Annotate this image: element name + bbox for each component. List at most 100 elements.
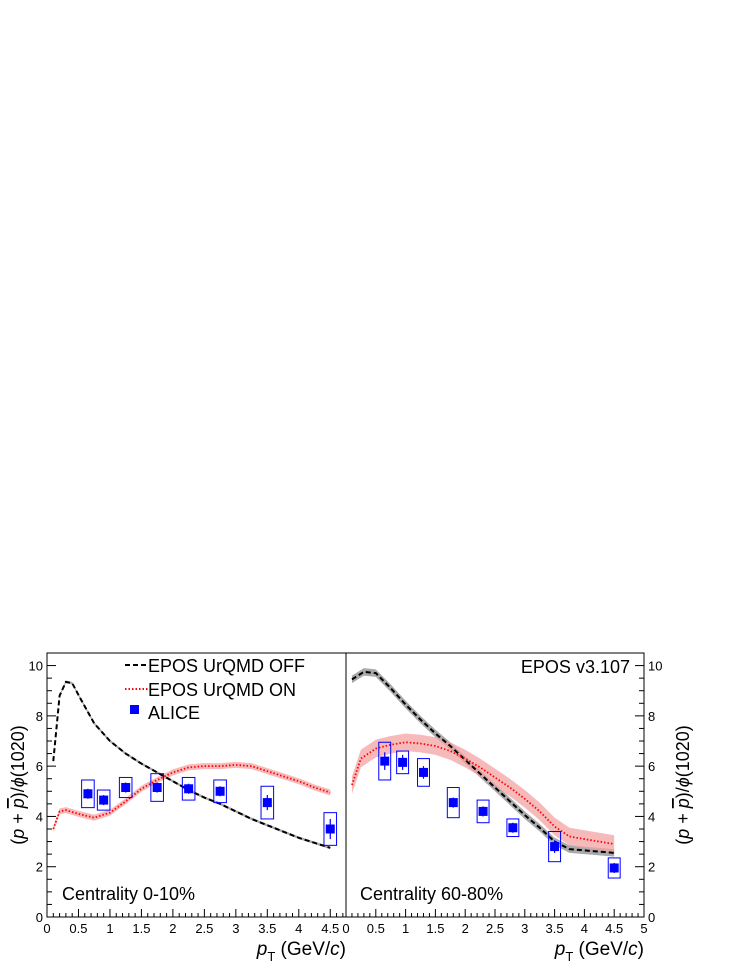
y-tick-label-left: 10 <box>29 659 43 674</box>
y-title-right-slash: )/ <box>673 787 693 798</box>
y-tick-label-left: 2 <box>36 860 43 875</box>
x-tick-label-left: 3.5 <box>258 921 276 936</box>
ticks-left: 0 0.5 1 1.5 2 2.5 3 3.5 4 4.5 0 2 4 6 8 10 <box>29 652 344 936</box>
x-tick-label-right: 4 <box>581 921 588 936</box>
y-tick-label-right: 6 <box>648 759 655 774</box>
x-title-left-close: ) <box>340 939 346 960</box>
alice-point <box>508 823 518 833</box>
y-tick-label-left: 0 <box>36 910 43 925</box>
alice-point <box>380 756 390 766</box>
alice-sys-box <box>81 779 95 809</box>
y-axis-title-left: (p + p)/ϕ(1020) <box>8 725 28 845</box>
alice-point <box>550 842 560 852</box>
alice-point <box>99 795 109 805</box>
alice-sys-box <box>417 758 430 787</box>
alice-sys-box <box>446 787 460 819</box>
x-tick-label-left: 2.5 <box>195 921 213 936</box>
alice-sys-box <box>396 750 410 775</box>
y-tick-label-right: 10 <box>648 659 662 674</box>
x-tick-label-right: 1 <box>402 921 409 936</box>
alice-point <box>448 798 458 808</box>
x-tick-label-left: 2 <box>169 921 176 936</box>
legend-label-on: EPOS UrQMD ON <box>148 680 296 700</box>
panel-label-right: Centrality 60-80% <box>360 884 503 904</box>
alice-point <box>609 863 619 873</box>
alice-point <box>262 798 272 808</box>
alice-point <box>325 824 335 834</box>
y-tick-label-right: 2 <box>648 860 655 875</box>
y-title-left-p1: p <box>8 829 28 840</box>
y-title-right-phi: ϕ <box>673 777 693 787</box>
x-tick-label-right: 3 <box>521 921 528 936</box>
y-tick-label-left: 8 <box>36 709 43 724</box>
alice-sys-box <box>506 818 520 838</box>
x-axis-title-left: pT (GeV/c) <box>256 939 346 964</box>
alice-sys-box <box>323 812 338 846</box>
panel-label-left: Centrality 0-10% <box>62 884 195 904</box>
x-tick-label-right: 3.5 <box>546 921 564 936</box>
y-tick-label-right: 4 <box>648 809 655 824</box>
alice-point <box>398 757 408 767</box>
alice-point <box>478 806 488 816</box>
x-tick-label-right: 4.5 <box>605 921 623 936</box>
y-title-right-mass: (1020) <box>673 725 693 777</box>
points-left <box>81 773 338 846</box>
lines-right <box>351 670 615 854</box>
x-title-left-sub: T <box>267 949 275 964</box>
x-title-right-unit: (GeV/ <box>573 939 629 960</box>
alice-sys-box <box>378 741 392 781</box>
alice-sys-box <box>260 785 275 820</box>
x-tick-label-right: 1.5 <box>426 921 444 936</box>
alice-point <box>215 786 225 796</box>
x-title-left-c: c <box>330 939 340 960</box>
x-tick-label-left: 1 <box>106 921 113 936</box>
off-uncertainty-band <box>351 668 615 857</box>
points-right <box>378 741 621 879</box>
x-title-right-c: c <box>628 939 638 960</box>
y-title-left-open: ( <box>8 839 28 845</box>
y-title-left-pbar: p <box>8 798 28 809</box>
alice-point <box>184 784 194 794</box>
x-tick-label-right: 0 <box>342 921 349 936</box>
x-title-right-p: p <box>554 939 566 960</box>
x-tick-label-right: 5 <box>640 921 647 936</box>
alice-sys-box <box>476 799 490 824</box>
y-title-left-mass: (1020) <box>8 725 28 777</box>
on-curve <box>52 763 331 830</box>
alice-point <box>121 783 131 793</box>
y-title-left-plus: + <box>8 808 28 829</box>
alice-sys-box <box>213 779 227 804</box>
x-title-right-close: ) <box>638 939 644 960</box>
x-tick-label-left: 0.5 <box>69 921 87 936</box>
legend: EPOS UrQMD OFF EPOS UrQMD ON ALICE <box>125 656 305 723</box>
y-title-left-slash: )/ <box>8 787 28 798</box>
alice-point <box>152 783 162 793</box>
alice-sys-box <box>181 776 196 801</box>
alice-point <box>83 789 93 799</box>
x-axis-title-right: pT (GeV/c) <box>554 939 644 964</box>
legend-label-off: EPOS UrQMD OFF <box>148 656 305 676</box>
y-axis-title-right: (p + p)/ϕ(1020) <box>673 725 693 845</box>
x-tick-label-right: 2.5 <box>486 921 504 936</box>
alice-sys-box <box>150 773 164 802</box>
alice-sys-box <box>96 789 111 811</box>
x-tick-label-left: 0 <box>43 921 50 936</box>
y-tick-label-left: 6 <box>36 759 43 774</box>
bands-right <box>351 668 615 857</box>
x-title-left-p: p <box>256 939 268 960</box>
x-tick-label-left: 1.5 <box>132 921 150 936</box>
alice-sys-box <box>607 857 621 879</box>
model-label: EPOS v3.107 <box>521 657 630 677</box>
alice-sys-box <box>118 776 133 799</box>
y-title-left-phi: ϕ <box>8 777 28 787</box>
alice-point <box>418 767 428 777</box>
y-title-right-pbar: p <box>673 798 693 809</box>
y-title-right-plus: + <box>673 808 693 829</box>
legend-swatch-alice <box>130 705 139 714</box>
x-title-right-sub: T <box>565 949 573 964</box>
y-tick-label-left: 4 <box>36 809 43 824</box>
off-curve <box>52 680 331 849</box>
lines-left <box>52 680 331 849</box>
